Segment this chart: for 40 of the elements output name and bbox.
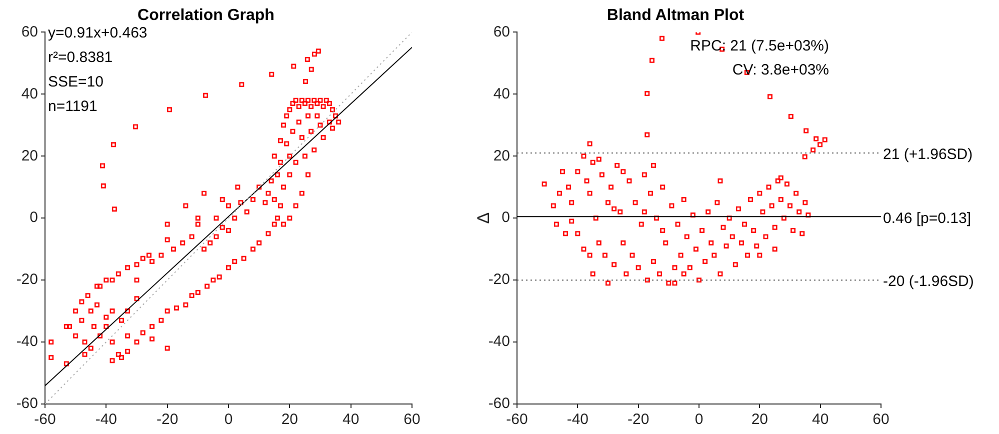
y-tick-label: 60 [21,23,38,40]
x-tick-label: -60 [34,411,56,428]
x-tick-label: 40 [812,411,829,428]
annotation: RPC: 21 (7.5e+03%) [690,37,829,54]
ref-line-label: 21 (+1.96SD) [883,146,973,164]
y-tick-label: -40 [16,333,38,350]
x-tick-label: 0 [224,411,233,428]
y-tick-label: -40 [488,333,510,350]
x-tick-label: -40 [566,411,589,428]
y-tick-label: 20 [21,147,38,164]
x-tick-label: 60 [872,411,890,428]
x-tick-label: -60 [506,411,528,428]
y-tick-label: -60 [16,395,38,412]
x-tick-label: -20 [156,411,178,428]
x-tick-label: -40 [95,411,118,428]
chart-title: Correlation Graph [138,7,274,24]
ref-line-label: 0.46 [p=0.13] [883,210,971,227]
y-tick-label: 0 [502,209,510,226]
y-tick-label: 40 [493,85,510,102]
chart-title: Bland Altman Plot [606,7,745,24]
x-tick-label: 40 [342,411,360,428]
ref-line-label: -20 (-1.96SD) [883,273,974,290]
y-axis-title: Δ [474,212,493,224]
y-tick-label: 60 [493,23,510,40]
annotation: y=0.91x+0.463 [48,24,148,42]
y-tick-label: -20 [16,271,38,288]
x-tick-label: 20 [751,411,768,428]
y-tick-label: -20 [488,271,510,288]
y-tick-label: -60 [488,395,510,412]
x-tick-label: -20 [627,411,650,428]
annotation: r²=0.8381 [48,48,113,66]
x-tick-label: 0 [694,411,704,428]
x-tick-label: 20 [281,411,298,428]
y-tick-label: 0 [30,209,38,226]
y-tick-label: 20 [493,147,510,164]
annotation: n=1191 [48,98,98,115]
annotation: SSE=10 [48,73,104,90]
x-tick-label: 60 [404,411,420,428]
y-tick-label: 40 [21,85,38,102]
annotation: CV: 3.8e+03% [732,61,829,78]
